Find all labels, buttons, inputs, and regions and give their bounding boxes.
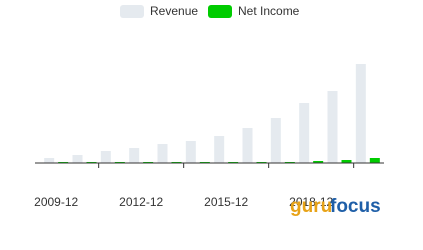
bar — [242, 128, 253, 163]
bar — [100, 151, 111, 163]
bar — [129, 148, 140, 163]
bar — [44, 158, 55, 163]
x-tick-label: 2015-12 — [204, 195, 248, 209]
bar — [185, 141, 196, 163]
bar — [355, 64, 366, 163]
bar — [214, 136, 225, 163]
legend-label: Revenue — [150, 4, 198, 18]
bar — [341, 160, 352, 163]
legend-swatch — [120, 5, 144, 18]
x-tick-label: 2009-12 — [34, 195, 78, 209]
watermark-guru: guru — [290, 196, 332, 217]
bar — [157, 144, 168, 163]
bar — [313, 161, 324, 163]
bar — [299, 103, 310, 163]
bar — [369, 158, 380, 163]
legend-swatch — [208, 5, 232, 18]
watermark-focus: focus — [330, 196, 381, 217]
legend-label: Net Income — [238, 4, 300, 18]
bar — [72, 155, 83, 163]
x-tick-label: 2012-12 — [119, 195, 163, 209]
bar — [327, 91, 338, 163]
bar — [270, 118, 281, 163]
x-tick-label: 2018-12 — [289, 195, 333, 209]
